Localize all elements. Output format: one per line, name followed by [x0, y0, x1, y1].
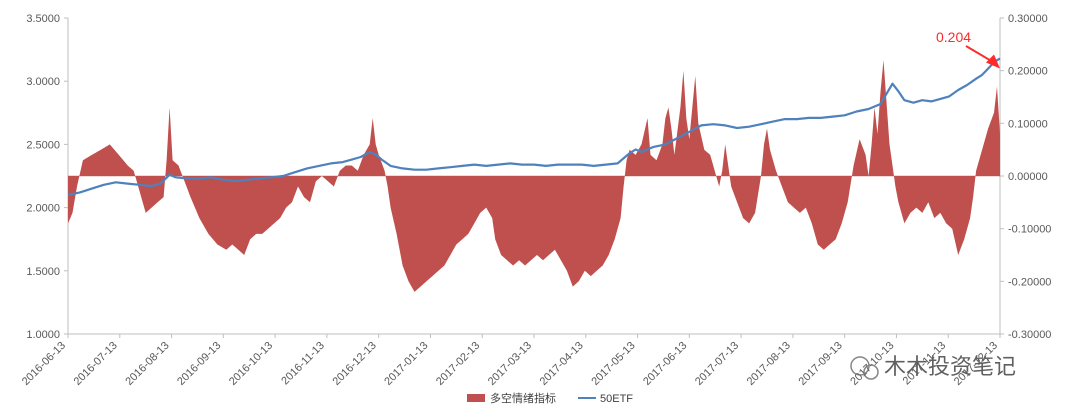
legend: 多空情绪指标 50ETF — [467, 391, 633, 405]
wechat-icon-bubble-2 — [863, 364, 879, 380]
annotation-arrow-head — [986, 54, 1000, 69]
x-tick-label: 2017-07-13 — [693, 340, 741, 388]
x-tick-label: 2017-06-13 — [641, 340, 689, 388]
x-tick-label: 2017-08-13 — [745, 340, 793, 388]
x-tick-label: 2017-04-13 — [538, 340, 586, 388]
right-tick-label: 0.30000 — [1008, 13, 1048, 25]
x-tick-label: 2016-12-13 — [331, 340, 379, 388]
x-tick-label: 2017-02-13 — [434, 340, 482, 388]
left-tick-label: 3.5000 — [26, 13, 60, 25]
etf-line — [67, 57, 1001, 197]
x-tick-label: 2017-03-13 — [486, 340, 534, 388]
x-tick-label: 2016-09-13 — [175, 340, 223, 388]
legend-label-etf: 50ETF — [600, 393, 633, 405]
right-tick-label: -0.30000 — [1008, 329, 1051, 341]
left-tick-label: 2.0000 — [26, 203, 60, 215]
sentiment-area — [68, 60, 1000, 292]
annotation: 0.204 — [936, 29, 1000, 69]
watermark: 木木投资笔记 — [850, 355, 1016, 380]
legend-swatch-sentiment — [467, 394, 485, 402]
watermark-text: 木木投资笔记 — [884, 355, 1016, 380]
x-tick-label: 2016-10-13 — [227, 340, 275, 388]
left-tick-label: 2.5000 — [26, 139, 60, 151]
right-tick-label: -0.20000 — [1008, 276, 1051, 288]
right-tick-label: 0.00000 — [1008, 171, 1048, 183]
left-tick-label: 3.0000 — [26, 76, 60, 88]
wechat-icon — [850, 356, 879, 380]
left-tick-label: 1.0000 — [26, 329, 60, 341]
x-tick-label: 2017-05-13 — [589, 340, 637, 388]
x-tick-label: 2017-01-13 — [382, 340, 430, 388]
x-tick-label: 2016-08-13 — [123, 340, 171, 388]
x-tick-label: 2016-07-13 — [72, 340, 120, 388]
right-tick-label: 0.10000 — [1008, 118, 1048, 130]
left-tick-label: 1.5000 — [26, 266, 60, 278]
etf-line-path — [67, 57, 1001, 197]
right-tick-label: 0.20000 — [1008, 66, 1048, 78]
annotation-label: 0.204 — [936, 29, 971, 45]
sentiment-area-path — [68, 60, 1000, 292]
right-tick-label: -0.10000 — [1008, 224, 1051, 236]
legend-label-sentiment: 多空情绪指标 — [490, 391, 556, 405]
x-tick-label: 2017-09-13 — [797, 340, 845, 388]
x-tick-label: 2016-11-13 — [279, 340, 327, 388]
x-tick-label: 2016-06-13 — [20, 340, 68, 388]
